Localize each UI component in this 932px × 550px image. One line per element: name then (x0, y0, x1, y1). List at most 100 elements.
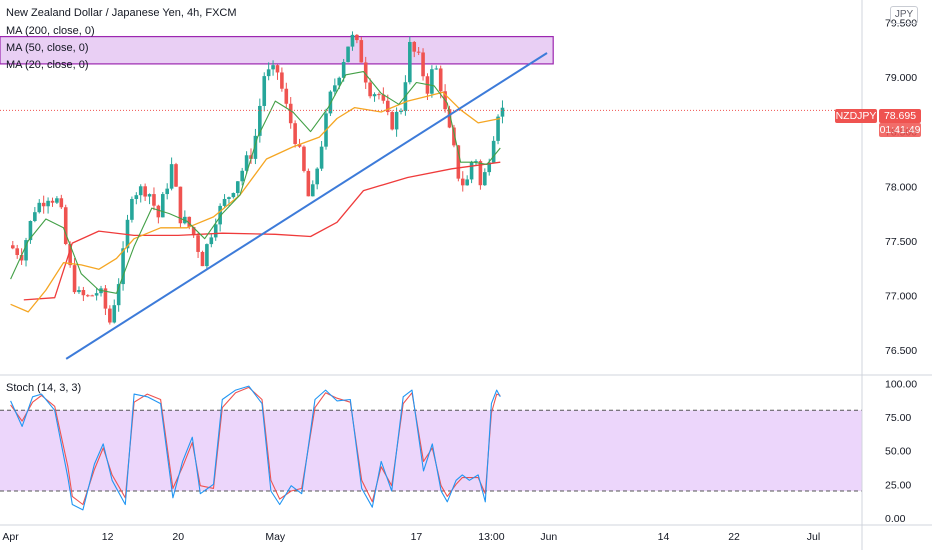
candle (271, 65, 275, 70)
candle (68, 243, 72, 266)
support-trendline[interactable] (65, 52, 548, 360)
candle (474, 161, 478, 163)
candle (500, 107, 505, 117)
time-tick-label: Jul (807, 531, 820, 543)
candle (213, 224, 218, 238)
candle (496, 116, 500, 141)
stochastic-pane[interactable] (0, 385, 862, 511)
candle (143, 186, 147, 197)
candle (368, 82, 372, 97)
candle (46, 200, 50, 207)
candle (227, 197, 231, 199)
ma20-line (10, 71, 501, 294)
legend-ma50: MA (50, close, 0) (6, 42, 89, 54)
candle (231, 193, 236, 198)
candle (191, 227, 196, 236)
candle (85, 295, 90, 297)
candle (297, 143, 302, 147)
ma200-line (23, 161, 501, 301)
candle (169, 164, 174, 189)
candle (187, 216, 192, 228)
stoch-tick-label: 25.00 (885, 479, 911, 491)
candle (275, 65, 280, 73)
candle (421, 52, 425, 77)
stoch-tick-label: 0.00 (885, 513, 906, 525)
candle (452, 127, 456, 146)
candle (350, 34, 355, 47)
candle (377, 94, 381, 96)
stoch-tick-label: 50.00 (885, 446, 911, 458)
symbol-badge: NZDJPY (835, 109, 877, 123)
candle (209, 237, 214, 245)
candle (465, 179, 469, 186)
candle (430, 69, 434, 94)
candle (240, 170, 244, 182)
candle (381, 94, 386, 101)
candle (288, 103, 293, 124)
candle (434, 68, 439, 70)
candle (24, 240, 28, 261)
price-tick-label: 77.000 (885, 291, 917, 303)
candle (447, 109, 452, 128)
price-tick-label: 77.500 (885, 236, 917, 248)
candle (15, 248, 20, 256)
time-tick-label: May (265, 531, 286, 543)
candle (178, 186, 183, 224)
legend-stoch: Stoch (14, 3, 3) (6, 382, 82, 394)
price-tick-label: 76.500 (885, 345, 917, 357)
candle (280, 72, 284, 89)
candle (302, 146, 306, 171)
candle (372, 94, 377, 97)
candle (385, 100, 390, 113)
symbol-title: New Zealand Dollar / Japanese Yen, 4h, F… (6, 7, 237, 19)
candle (284, 88, 289, 104)
candle (456, 145, 461, 179)
candle (130, 199, 134, 220)
time-tick-label: Apr (2, 531, 19, 543)
price-pane[interactable] (0, 31, 862, 360)
candle (319, 146, 324, 169)
candle (108, 308, 112, 323)
candle (28, 221, 33, 241)
legend-ma200: MA (200, close, 0) (6, 25, 95, 37)
time-tick-label: 22 (728, 531, 740, 543)
candle (306, 170, 311, 197)
time-tick-label: 14 (658, 531, 670, 543)
candle (258, 105, 262, 136)
candle (438, 68, 443, 92)
candle (359, 40, 364, 63)
candle (165, 188, 169, 195)
candle (72, 265, 77, 293)
candle (147, 194, 152, 197)
candle (491, 140, 496, 163)
candle (390, 112, 394, 130)
price-tick-label: 78.000 (885, 181, 917, 193)
candle (408, 41, 412, 83)
candle (152, 194, 156, 206)
candle (134, 195, 139, 200)
candle (337, 77, 342, 86)
candle (37, 202, 42, 213)
stoch-tick-label: 100.00 (885, 378, 917, 390)
candle (63, 207, 68, 244)
candle (416, 51, 421, 53)
candle (94, 293, 99, 296)
candle (355, 34, 359, 41)
candle (363, 62, 368, 83)
candle (235, 181, 240, 194)
candle (222, 198, 227, 206)
stoch-tick-label: 75.00 (885, 412, 911, 424)
candle (160, 194, 165, 218)
candle (483, 172, 487, 186)
candle (487, 162, 492, 173)
countdown-badge: 01:41:49 (879, 123, 921, 137)
candle (19, 255, 24, 261)
currency-button[interactable]: JPY (890, 6, 918, 24)
candle (81, 290, 86, 296)
candle (333, 85, 337, 92)
candle (112, 305, 117, 323)
candle (77, 290, 81, 293)
time-tick-label: Jun (540, 531, 557, 543)
candle (121, 248, 125, 285)
